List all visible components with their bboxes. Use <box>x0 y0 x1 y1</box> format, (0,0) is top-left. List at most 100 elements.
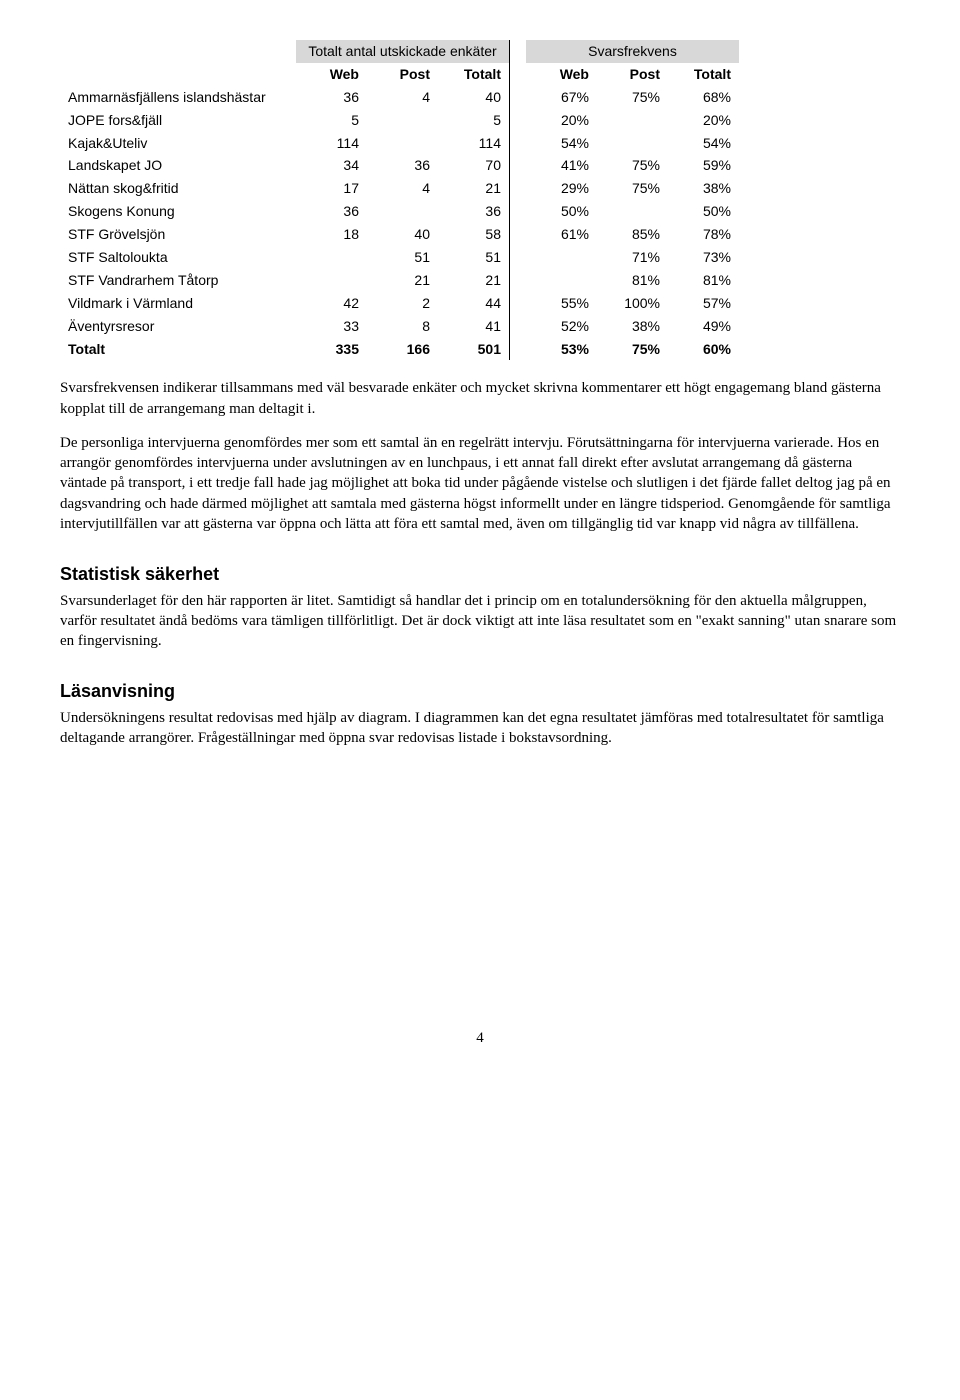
row-name: STF Saltoloukta <box>60 246 296 269</box>
table-row: Äventyrsresor3384152%38%49% <box>60 315 739 338</box>
cell <box>597 132 668 155</box>
cell: 18 <box>296 223 367 246</box>
row-name: STF Grövelsjön <box>60 223 296 246</box>
cell <box>367 200 438 223</box>
table-row: Ammarnäsfjällens islandshästar3644067%75… <box>60 86 739 109</box>
cell: 50% <box>526 200 597 223</box>
cell: 114 <box>438 132 510 155</box>
cell: 75% <box>597 86 668 109</box>
section-body-statistics: Svarsunderlaget för den här rapporten är… <box>60 591 900 652</box>
cell: 100% <box>597 292 668 315</box>
cell: 67% <box>526 86 597 109</box>
cell <box>296 269 367 292</box>
cell: 20% <box>526 109 597 132</box>
table-row: STF Vandrarhem Tåtorp 2121 81%81% <box>60 269 739 292</box>
section-body-reading: Undersökningens resultat redovisas med h… <box>60 708 900 749</box>
table-row: Vildmark i Värmland4224455%100%57% <box>60 292 739 315</box>
cell: 70 <box>438 154 510 177</box>
row-name: JOPE fors&fjäll <box>60 109 296 132</box>
row-name: Skogens Konung <box>60 200 296 223</box>
cell: 21 <box>438 269 510 292</box>
cell: 34 <box>296 154 367 177</box>
table-row: STF Saltoloukta 5151 71%73% <box>60 246 739 269</box>
cell: 81% <box>668 269 739 292</box>
row-name: Äventyrsresor <box>60 315 296 338</box>
table-row: Nättan skog&fritid1742129%75%38% <box>60 177 739 200</box>
cell: 166 <box>367 338 438 361</box>
header-group-freq: Svarsfrekvens <box>526 40 739 63</box>
table-row: Skogens Konung363650%50% <box>60 200 739 223</box>
col-web1: Web <box>296 63 367 86</box>
cell: 17 <box>296 177 367 200</box>
cell: 41% <box>526 154 597 177</box>
cell: 54% <box>668 132 739 155</box>
cell: 36 <box>296 200 367 223</box>
row-name: Totalt <box>60 338 296 361</box>
cell: 36 <box>296 86 367 109</box>
table-row: STF Grövelsjön18405861%85%78% <box>60 223 739 246</box>
cell <box>526 269 597 292</box>
cell: 73% <box>668 246 739 269</box>
response-table: Totalt antal utskickade enkäter Svarsfre… <box>60 40 739 360</box>
cell: 71% <box>597 246 668 269</box>
col-post1: Post <box>367 63 438 86</box>
col-tot1: Totalt <box>438 63 510 86</box>
section-title-statistics: Statistisk säkerhet <box>60 562 900 586</box>
cell: 40 <box>438 86 510 109</box>
cell: 75% <box>597 154 668 177</box>
cell: 78% <box>668 223 739 246</box>
cell: 40 <box>367 223 438 246</box>
header-group-sent: Totalt antal utskickade enkäter <box>296 40 510 63</box>
row-name: Kajak&Uteliv <box>60 132 296 155</box>
table-row: Kajak&Uteliv11411454%54% <box>60 132 739 155</box>
cell: 4 <box>367 86 438 109</box>
cell <box>367 132 438 155</box>
cell: 75% <box>597 338 668 361</box>
cell: 51 <box>438 246 510 269</box>
cell: 33 <box>296 315 367 338</box>
cell: 114 <box>296 132 367 155</box>
cell: 38% <box>668 177 739 200</box>
paragraph-intro-1: Svarsfrekvensen indikerar tillsammans me… <box>60 378 900 419</box>
cell: 53% <box>526 338 597 361</box>
page-number: 4 <box>60 1028 900 1048</box>
cell: 20% <box>668 109 739 132</box>
cell: 50% <box>668 200 739 223</box>
table-total-row: Totalt33516650153%75%60% <box>60 338 739 361</box>
cell: 36 <box>438 200 510 223</box>
cell: 55% <box>526 292 597 315</box>
cell <box>296 246 367 269</box>
col-post2: Post <box>597 63 668 86</box>
table-row: Landskapet JO343670 41%75%59% <box>60 154 739 177</box>
cell: 61% <box>526 223 597 246</box>
cell: 59% <box>668 154 739 177</box>
cell <box>597 200 668 223</box>
table-header-sub-row: Web Post Totalt Web Post Totalt <box>60 63 739 86</box>
cell: 54% <box>526 132 597 155</box>
cell: 335 <box>296 338 367 361</box>
row-name: Nättan skog&fritid <box>60 177 296 200</box>
cell: 21 <box>438 177 510 200</box>
cell: 68% <box>668 86 739 109</box>
cell: 52% <box>526 315 597 338</box>
cell: 51 <box>367 246 438 269</box>
table-header-group-row: Totalt antal utskickade enkäter Svarsfre… <box>60 40 739 63</box>
cell: 21 <box>367 269 438 292</box>
cell: 4 <box>367 177 438 200</box>
cell: 36 <box>367 154 438 177</box>
row-name: STF Vandrarhem Tåtorp <box>60 269 296 292</box>
cell: 44 <box>438 292 510 315</box>
cell: 49% <box>668 315 739 338</box>
paragraph-intro-2: De personliga intervjuerna genomfördes m… <box>60 433 900 534</box>
cell: 2 <box>367 292 438 315</box>
row-name: Landskapet JO <box>60 154 296 177</box>
cell: 42 <box>296 292 367 315</box>
cell: 81% <box>597 269 668 292</box>
cell: 75% <box>597 177 668 200</box>
cell: 5 <box>438 109 510 132</box>
cell <box>367 109 438 132</box>
cell: 38% <box>597 315 668 338</box>
cell: 60% <box>668 338 739 361</box>
cell: 85% <box>597 223 668 246</box>
cell: 5 <box>296 109 367 132</box>
